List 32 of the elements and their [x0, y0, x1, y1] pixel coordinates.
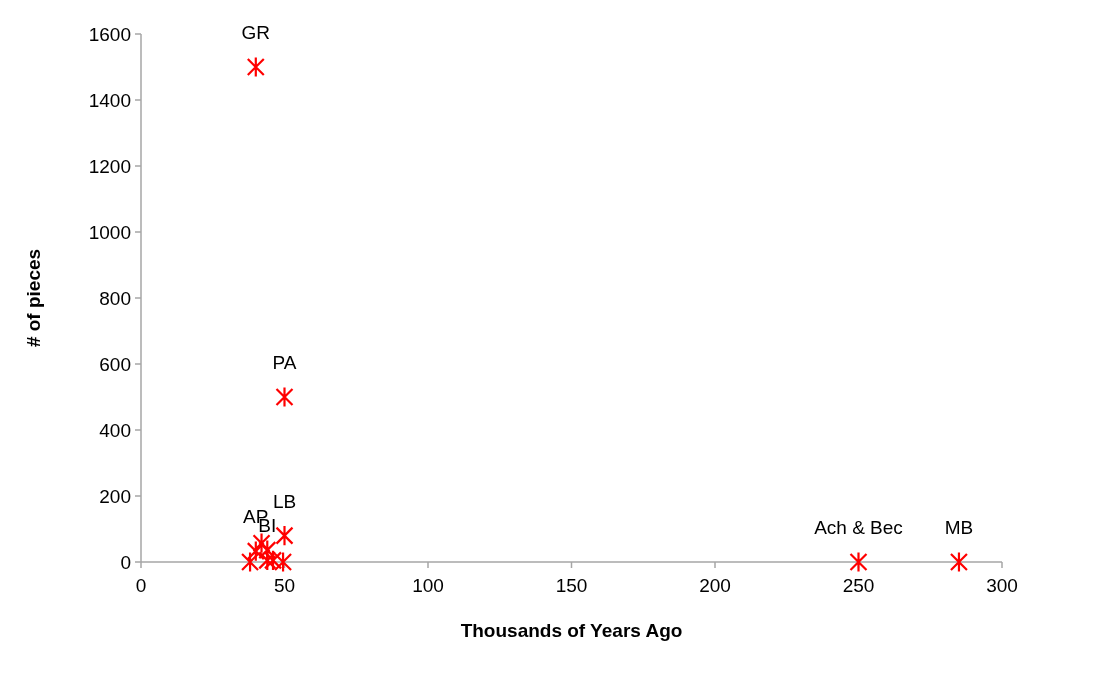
y-tick-label: 1600 — [88, 23, 131, 45]
x-tick-label: 150 — [555, 575, 588, 596]
x-tick-label: 50 — [273, 575, 296, 596]
y-tick-label: 200 — [99, 485, 131, 507]
y-tick-label: 400 — [99, 419, 131, 441]
x-tick-label: 0 — [135, 575, 147, 596]
y-tick-label: 800 — [99, 287, 131, 309]
x-tick-label: 250 — [842, 575, 875, 596]
point — [275, 524, 294, 547]
x-tick-label: 100 — [412, 575, 444, 596]
y-axis-title: # of pieces — [23, 248, 44, 348]
point — [275, 386, 294, 408]
point — [246, 56, 265, 78]
y-tick-label: 600 — [99, 353, 131, 375]
annotation: PA — [272, 352, 297, 373]
x-tick-label: 200 — [699, 575, 731, 596]
annotation: GR — [241, 22, 271, 43]
y-tick-label: 0 — [120, 551, 131, 573]
point — [246, 540, 265, 562]
annotation: LB — [272, 490, 297, 512]
point — [240, 551, 260, 573]
y-tick-label: 1200 — [88, 155, 131, 177]
point — [258, 539, 277, 561]
x-axis-title: Thousands of Years Ago — [460, 620, 683, 641]
point — [949, 551, 969, 573]
point — [849, 551, 868, 573]
x-tick-label: 300 — [986, 575, 1018, 596]
annotation: MB — [944, 517, 974, 538]
point — [273, 551, 293, 573]
annotation: Ach & Bec — [814, 517, 903, 538]
y-tick-label: 1000 — [88, 221, 131, 243]
y-tick-label: 1400 — [88, 89, 131, 111]
